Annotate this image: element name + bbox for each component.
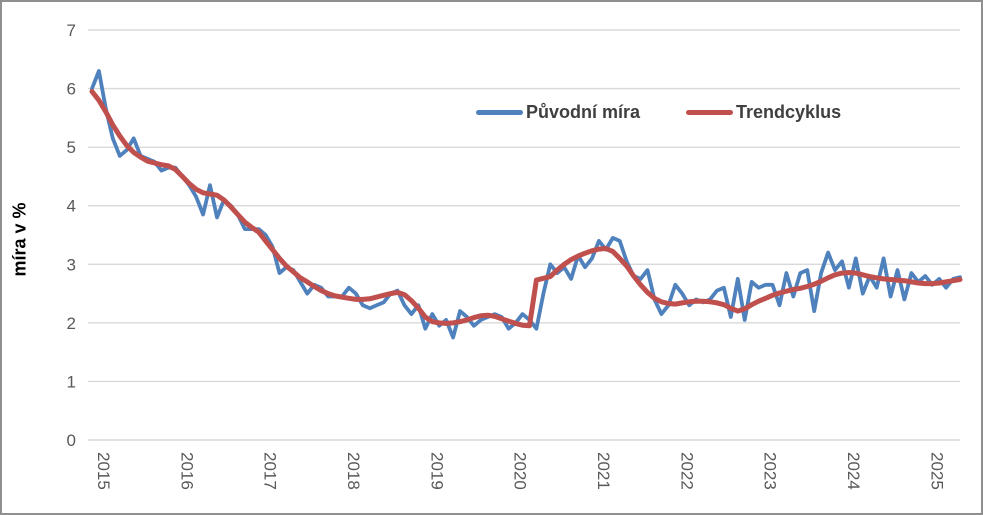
svg-text:2023: 2023 (761, 452, 780, 490)
svg-text:2017: 2017 (261, 452, 280, 490)
y-axis-title: míra v % (9, 202, 30, 277)
svg-text:2015: 2015 (94, 452, 113, 490)
y-tick-label-3: 3 (67, 255, 76, 274)
x-tick-label-2022: 2022 (677, 452, 696, 490)
legend-line-swatch-red-icon (686, 110, 734, 115)
y-tick-label-4: 4 (67, 197, 76, 216)
svg-text:2020: 2020 (511, 452, 530, 490)
x-tick-label-2018: 2018 (344, 452, 363, 490)
x-tick-label-2023: 2023 (761, 452, 780, 490)
x-tick-label-2017: 2017 (261, 452, 280, 490)
svg-text:2021: 2021 (594, 452, 613, 490)
x-tick-label-2024: 2024 (844, 452, 863, 490)
svg-text:2022: 2022 (677, 452, 696, 490)
y-tick-label-2: 2 (67, 314, 76, 333)
series-lines (89, 69, 963, 340)
x-tick-label-2025: 2025 (927, 452, 946, 490)
x-tick-label-2019: 2019 (427, 452, 446, 490)
svg-text:2016: 2016 (177, 452, 196, 490)
legend-label-trendcyklus: Trendcyklus (736, 102, 842, 122)
x-axis-tick-labels: 2015 2016 2017 2018 2019 2020 2021 2022 2023 2024… (94, 452, 946, 490)
svg-text:2025: 2025 (927, 452, 946, 490)
gridlines (88, 29, 960, 441)
y-tick-label-6: 6 (67, 80, 76, 99)
series-line-trendcyklus (89, 89, 963, 329)
svg-text:2019: 2019 (427, 452, 446, 490)
x-tick-label-2020: 2020 (511, 452, 530, 490)
legend-label-puvodni-mira: Původní míra (526, 102, 641, 122)
y-axis-tick-labels: 0 1 2 3 4 5 6 7 (67, 21, 76, 450)
y-tick-label-0: 0 (67, 431, 76, 450)
y-tick-label-1: 1 (67, 372, 76, 391)
legend-line-swatch-blue-icon (476, 110, 523, 115)
legend-item-puvodni-mira: Původní míra (476, 102, 640, 123)
legend: Původní míra Trendcyklus (476, 102, 841, 123)
y-tick-label-5: 5 (67, 138, 76, 157)
y-tick-label-7: 7 (67, 21, 76, 40)
svg-text:2024: 2024 (844, 452, 863, 490)
svg-text:2018: 2018 (344, 452, 363, 490)
x-tick-label-2016: 2016 (177, 452, 196, 490)
x-tick-label-2021: 2021 (594, 452, 613, 490)
x-tick-label-2015: 2015 (94, 452, 113, 490)
legend-item-trendcyklus: Trendcyklus (686, 102, 841, 123)
